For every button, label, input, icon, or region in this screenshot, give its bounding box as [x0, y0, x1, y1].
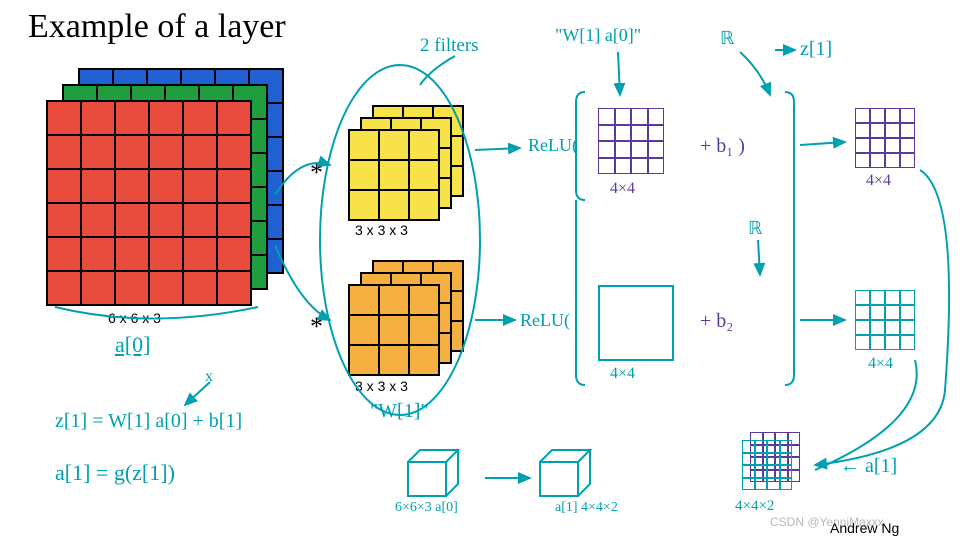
star1: * [310, 158, 323, 188]
eq-z: z[1] = W[1] a[0] + b[1] [55, 410, 242, 433]
x-label: x [205, 368, 213, 386]
b2-label: + b₂ [700, 310, 733, 333]
w1-label: "W[1]" [370, 400, 429, 423]
wa-label: "W[1] a[0]" [555, 25, 641, 46]
credit: Andrew Ng [830, 520, 899, 536]
cube2-label: a[1] 4×4×2 [555, 500, 618, 516]
filter-bottom-caption: 3 x 3 x 3 [355, 378, 408, 394]
output-top-right-caption: 4×4 [866, 172, 891, 190]
cube1-label: 6×6×3 a[0] [395, 500, 458, 516]
output-bottom-left [598, 285, 674, 361]
output-stacked-front [742, 440, 792, 490]
output-top-left [598, 108, 664, 174]
output-top-left-caption: 4×4 [610, 180, 635, 198]
page-title: Example of a layer [28, 8, 286, 46]
two-filters-label: 2 filters [420, 35, 479, 57]
output-bottom-right [855, 290, 915, 350]
eq-a: a[1] = g(z[1]) [55, 460, 175, 486]
b1-label: + b₁ ) [700, 135, 745, 158]
z1-label: z[1] [800, 38, 832, 61]
relu1-label: ReLU( [528, 135, 578, 156]
R1-label: ℝ [720, 28, 734, 49]
R2-label: ℝ [748, 218, 762, 239]
relu2-label: ReLU( [520, 310, 570, 331]
output-bottom-left-caption: 4×4 [610, 365, 635, 383]
output-stacked-caption: 4×4×2 [735, 498, 774, 515]
output-top-right [855, 108, 915, 168]
input-caption: 6 x 6 x 3 [108, 310, 161, 326]
star2: * [310, 312, 323, 342]
output-bottom-right-caption: 4×4 [868, 355, 893, 373]
a0-label: a[0] [115, 332, 150, 358]
filter-top-caption: 3 x 3 x 3 [355, 222, 408, 238]
a1-label: ← a[1] [840, 455, 897, 478]
